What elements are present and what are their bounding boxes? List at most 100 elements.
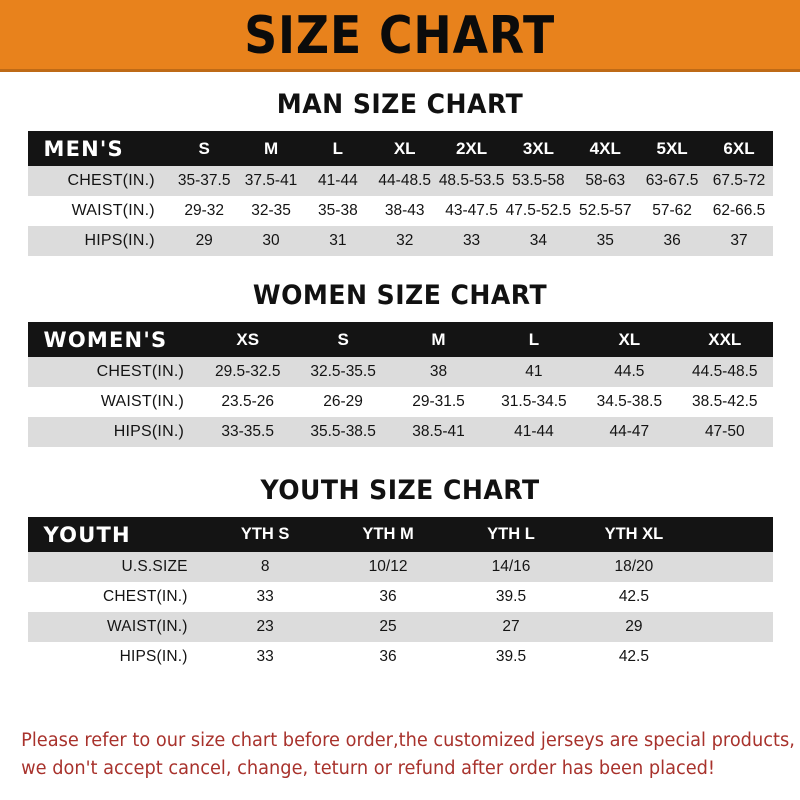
section-title-women: WOMEN SIZE CHART: [252, 280, 548, 311]
youth-cell: 25: [379, 618, 397, 635]
men-corner-label: MEN'S: [43, 136, 124, 161]
men-cell: 44-48.5: [378, 172, 431, 189]
women-column-header-m: M: [431, 329, 446, 349]
men-column-header-2xl: 2XL: [455, 138, 488, 158]
women-column-header-xxl: XXL: [708, 329, 742, 349]
youth-cell: 18/20: [614, 558, 654, 575]
youth-cell: 8: [260, 558, 270, 575]
women-column-header-l: L: [528, 329, 540, 349]
men-column-header-s: S: [198, 138, 210, 158]
women-cell: 41: [525, 363, 543, 380]
youth-cell: 42.5: [618, 648, 649, 665]
size-chart-banner: SIZE CHART: [0, 0, 800, 72]
men-column-header-l: L: [332, 138, 344, 158]
youth-cell: 10/12: [368, 558, 408, 575]
men-row-label: HIPS(IN.): [84, 232, 155, 249]
youth-table-row: WAIST(IN.) 23 25 27 29: [27, 612, 773, 642]
women-table-row: CHEST(IN.) 29.5-32.5 32.5-35.5 38 41 44.5 44.5…: [27, 357, 773, 387]
youth-row-filler: [695, 642, 772, 672]
order-policy-line-1: Please refer to our size chart before or…: [21, 729, 795, 751]
men-cell: 34: [529, 232, 548, 249]
women-cell: 47-50: [704, 423, 745, 440]
men-cell: 30: [262, 232, 280, 249]
men-cell: 57-62: [652, 202, 692, 219]
men-cell: 47.5-52.5: [505, 202, 572, 219]
women-column-header-s: S: [337, 329, 349, 349]
youth-row-label: U.S.SIZE: [121, 558, 188, 575]
youth-cell: 36: [379, 588, 397, 605]
men-cell: 67.5-72: [712, 172, 766, 189]
men-cell: 52.5-57: [578, 202, 632, 219]
women-cell: 34.5-38.5: [596, 393, 663, 410]
women-table-body: WOMEN'S XS S M L XL XXL CHEST(IN.) 29.5-32.5 32.5…: [27, 322, 773, 447]
order-policy-note: Please refer to our size chart before or…: [0, 727, 795, 784]
men-size-table: MEN'S S M L XL 2XL 3XL 4XL 5XL 6XL CHEST(IN.) 35-37…: [27, 131, 773, 256]
men-column-header-5xl: 5XL: [656, 138, 688, 158]
men-row-label: CHEST(IN.): [67, 172, 155, 189]
women-cell: 44-47: [609, 423, 650, 440]
youth-column-header-yth-l: YTH L: [487, 525, 535, 543]
men-cell: 35-37.5: [177, 172, 231, 189]
women-row-label: CHEST(IN.): [96, 363, 184, 380]
youth-cell: 39.5: [495, 588, 527, 605]
men-column-header-4xl: 4XL: [589, 138, 621, 158]
women-cell: 38.5-42.5: [692, 393, 758, 410]
men-cell: 63-67.5: [645, 172, 699, 189]
youth-row-filler: [695, 582, 772, 612]
women-column-header-xl: XL: [618, 329, 641, 349]
men-cell: 32: [396, 232, 414, 249]
youth-cell: 23: [256, 618, 274, 635]
women-cell: 31.5-34.5: [501, 393, 567, 410]
page-title: SIZE CHART: [244, 6, 556, 66]
men-cell: 48.5-53.5: [438, 172, 505, 189]
men-cell: 37.5-41: [244, 172, 298, 189]
men-column-header-xl: XL: [393, 138, 416, 158]
women-corner-label: WOMEN'S: [43, 327, 168, 352]
youth-row-label: WAIST(IN.): [107, 618, 188, 635]
women-column-header-xs: XS: [236, 329, 260, 349]
women-cell: 33-35.5: [221, 423, 274, 440]
men-table-row: HIPS(IN.) 29 30 31 32 33 34 35 36 37: [27, 226, 773, 256]
men-cell: 29-32: [184, 202, 225, 219]
youth-table-row: U.S.SIZE 8 10/12 14/16 18/20: [27, 552, 773, 582]
youth-column-header-yth-xl: YTH XL: [604, 525, 664, 543]
men-cell: 38-43: [384, 202, 425, 219]
women-cell: 29.5-32.5: [214, 363, 281, 380]
men-row-label: WAIST(IN.): [71, 202, 155, 219]
youth-table-body: YOUTH YTH S YTH M YTH L YTH XL U.S.SIZE 8 10/12…: [27, 517, 773, 672]
women-size-table: WOMEN'S XS S M L XL XXL CHEST(IN.) 29.5-32.5 32.5…: [27, 322, 773, 447]
youth-header-filler: [695, 517, 772, 552]
women-cell: 23.5-26: [221, 393, 274, 410]
youth-cell: 33: [256, 588, 274, 605]
men-cell: 33: [462, 232, 481, 249]
youth-row-label: CHEST(IN.): [103, 588, 188, 605]
youth-cell: 33: [256, 648, 274, 665]
youth-column-header-yth-m: YTH M: [362, 525, 414, 543]
men-cell: 62-66.5: [712, 202, 766, 219]
women-cell: 29-31.5: [412, 393, 465, 410]
women-table-row: WAIST(IN.) 23.5-26 26-29 29-31.5 31.5-34.5 34…: [27, 387, 773, 417]
men-cell: 43-47.5: [445, 202, 498, 219]
men-cell: 58-63: [585, 172, 626, 189]
youth-corner-label: YOUTH: [43, 522, 131, 547]
men-column-header-m: M: [263, 138, 279, 158]
women-cell: 38: [429, 363, 448, 380]
men-cell: 37: [730, 232, 748, 249]
women-table-row: HIPS(IN.) 33-35.5 35.5-38.5 38.5-41 41-44 44-…: [27, 417, 773, 447]
women-cell: 44.5: [614, 363, 645, 380]
women-cell: 35.5-38.5: [310, 423, 376, 440]
youth-size-table: YOUTH YTH S YTH M YTH L YTH XL U.S.SIZE 8 10/12…: [27, 517, 773, 672]
women-row-label: HIPS(IN.): [113, 423, 184, 440]
men-table-header-row: MEN'S S M L XL 2XL 3XL 4XL 5XL 6XL: [27, 131, 773, 166]
youth-table-row: CHEST(IN.) 33 36 39.5 42.5: [27, 582, 773, 612]
men-table-body: MEN'S S M L XL 2XL 3XL 4XL 5XL 6XL CHEST(IN.) 35-37…: [27, 131, 773, 256]
youth-table-header-row: YOUTH YTH S YTH M YTH L YTH XL: [27, 517, 773, 552]
youth-cell: 14/16: [491, 558, 531, 575]
section-title-youth: YOUTH SIZE CHART: [260, 475, 540, 506]
women-cell: 32.5-35.5: [310, 363, 376, 380]
women-cell: 26-29: [323, 393, 363, 410]
youth-row-label: HIPS(IN.): [119, 648, 188, 665]
women-table-header-row: WOMEN'S XS S M L XL XXL: [27, 322, 773, 357]
men-column-header-3xl: 3XL: [522, 138, 554, 158]
men-cell: 29: [195, 232, 213, 249]
